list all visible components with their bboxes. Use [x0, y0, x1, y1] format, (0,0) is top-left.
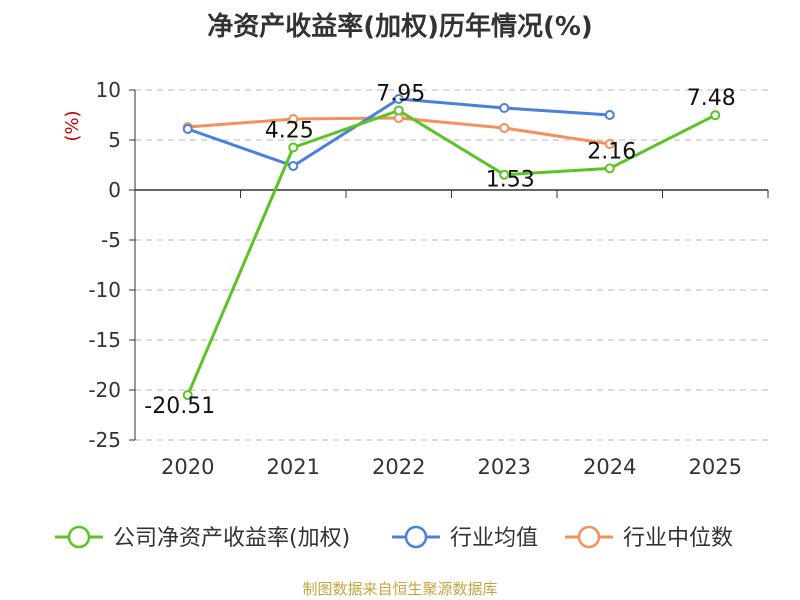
y-tick-label: -10 [88, 278, 121, 302]
x-tick-label: 2022 [372, 455, 425, 479]
chart-title: 净资产收益率(加权)历年情况(%) [207, 12, 593, 42]
series-lines [182, 94, 721, 401]
legend-item: 行业中位数 [565, 525, 733, 551]
data-point [499, 103, 510, 113]
y-axis-label: (%) [62, 110, 83, 141]
x-tick-label: 2020 [161, 455, 214, 479]
data-point [393, 94, 404, 104]
x-tick-label: 2024 [583, 455, 636, 479]
x-tick-label: 2021 [267, 455, 320, 479]
data-point [182, 124, 193, 134]
series-line [186, 109, 716, 396]
legend-item: 公司净资产收益率(加权) [55, 525, 350, 551]
data-point [288, 142, 299, 153]
legend-item: 行业均值 [392, 525, 538, 551]
legend-marker [67, 525, 91, 549]
y-tick-label: -25 [88, 428, 121, 452]
legend-marker [577, 525, 601, 549]
x-tick-label: 2023 [478, 455, 531, 479]
data-labels: -20.51 4.25 7.95 1.53 2.16 7.48 [144, 82, 735, 420]
data-point [499, 123, 510, 133]
data-point [604, 163, 615, 174]
legend-marker [404, 525, 428, 549]
data-point [288, 161, 299, 171]
legend: 公司净资产收益率(加权) 行业均值 行业中位数 [55, 525, 733, 551]
data-point [710, 110, 721, 121]
data-label: 7.95 [376, 82, 425, 107]
legend-label: 公司净资产收益率(加权) [113, 526, 350, 551]
data-label: 7.48 [687, 86, 736, 111]
y-tick-label: -15 [88, 328, 121, 352]
data-label: 2.16 [587, 139, 636, 164]
data-point [393, 105, 404, 116]
y-tick-label: -5 [101, 228, 121, 252]
x-tick-label: 2025 [689, 455, 742, 479]
data-label: -20.51 [144, 394, 215, 419]
legend-label: 行业均值 [450, 526, 538, 551]
y-tick-label: -20 [88, 378, 121, 402]
y-tick-label: 5 [108, 128, 121, 152]
data-point [604, 139, 615, 149]
y-tick-label: 10 [96, 78, 121, 102]
y-tick-label: 0 [108, 178, 121, 202]
source-footer: 制图数据来自恒生聚源数据库 [302, 580, 498, 598]
data-label: 1.53 [486, 168, 535, 193]
data-label: 4.25 [265, 119, 314, 144]
data-point [604, 110, 615, 120]
data-point [182, 390, 193, 401]
axes: 10 5 0 -5 -10 -15 -20 -25 2020 2021 2022 2023 2024 20… [62, 78, 769, 479]
data-point [499, 169, 510, 180]
data-point [288, 114, 299, 124]
legend-label: 行业中位数 [623, 526, 733, 551]
